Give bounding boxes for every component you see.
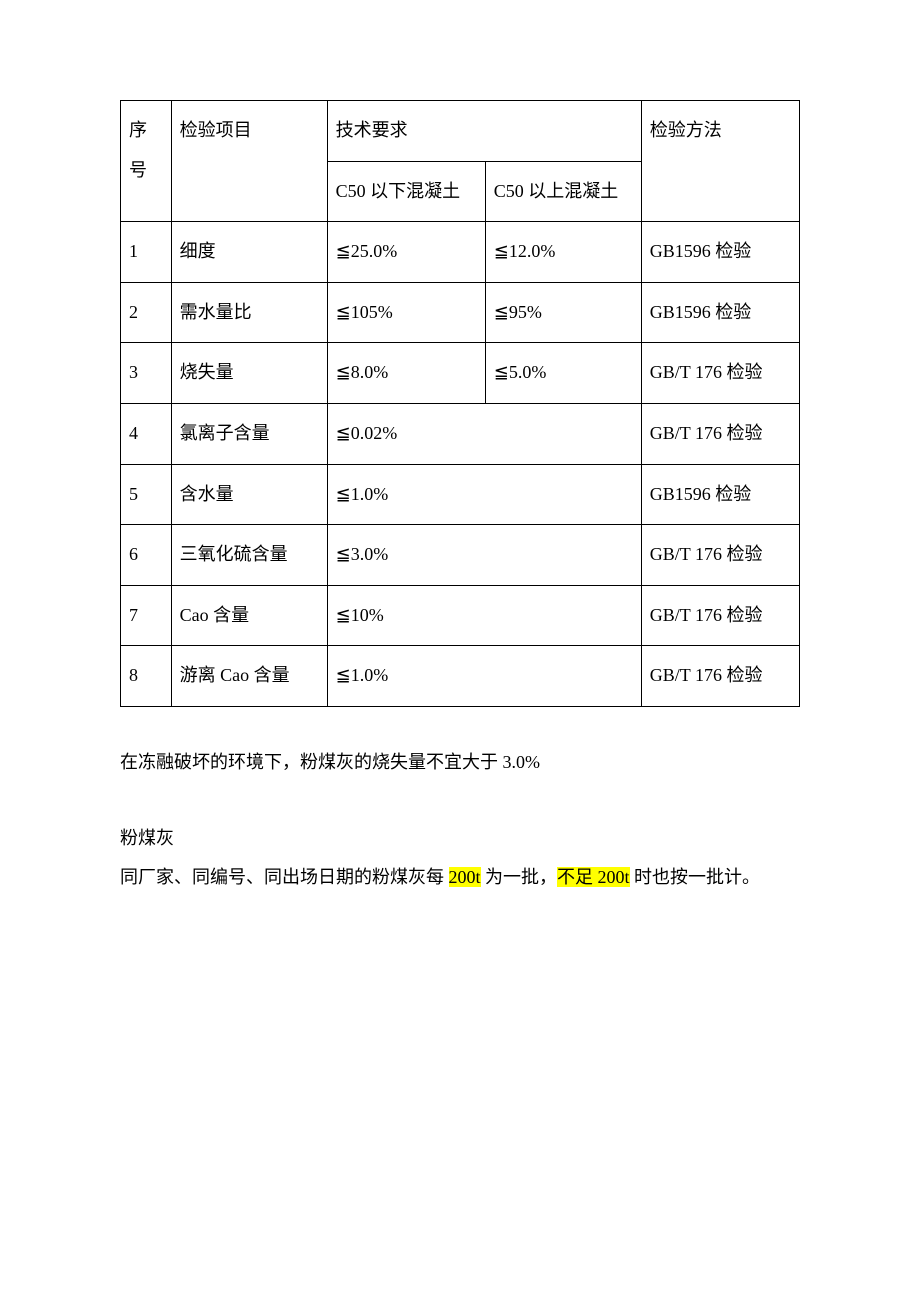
cell-seq: 1: [121, 222, 172, 283]
header-seq: 序号: [121, 101, 172, 222]
document-page: 序号 检验项目 技术要求 检验方法 C50 以下混凝土 C50 以上混凝土 1 …: [0, 0, 920, 958]
table-body: 序号 检验项目 技术要求 检验方法 C50 以下混凝土 C50 以上混凝土 1 …: [121, 101, 800, 707]
cell-item: 烧失量: [171, 343, 327, 404]
cell-item: 细度: [171, 222, 327, 283]
header-req: 技术要求: [327, 101, 641, 162]
cell-method: GB/T 176 检验: [641, 343, 799, 404]
table-row: 8 游离 Cao 含量 ≦1.0% GB/T 176 检验: [121, 646, 800, 707]
table-row: 2 需水量比 ≦105% ≦95% GB1596 检验: [121, 282, 800, 343]
cell-req-b: ≦95%: [485, 282, 641, 343]
cell-method: GB/T 176 检验: [641, 646, 799, 707]
note-paragraph-1: 在冻融破坏的环境下，粉煤灰的烧失量不宜大于 3.0%: [120, 743, 800, 783]
header-req-b: C50 以上混凝土: [485, 161, 641, 222]
cell-seq: 8: [121, 646, 172, 707]
cell-req-a: ≦105%: [327, 282, 485, 343]
cell-req-a: ≦25.0%: [327, 222, 485, 283]
note-p3-highlight-1: 200t: [449, 867, 481, 887]
cell-seq: 3: [121, 343, 172, 404]
cell-req-merged: ≦1.0%: [327, 464, 641, 525]
cell-seq: 5: [121, 464, 172, 525]
note-p3-text-b: 为一批，: [481, 867, 558, 887]
cell-method: GB/T 176 检验: [641, 403, 799, 464]
cell-req-merged: ≦1.0%: [327, 646, 641, 707]
cell-req-b: ≦12.0%: [485, 222, 641, 283]
cell-item: Cao 含量: [171, 585, 327, 646]
cell-req-merged: ≦10%: [327, 585, 641, 646]
cell-item: 三氧化硫含量: [171, 525, 327, 586]
cell-item: 氯离子含量: [171, 403, 327, 464]
note-p3-highlight-2: 不足 200t: [557, 867, 630, 887]
note-paragraph-2: 粉煤灰: [120, 819, 800, 859]
cell-item: 含水量: [171, 464, 327, 525]
header-method: 检验方法: [641, 101, 799, 222]
cell-req-a: ≦8.0%: [327, 343, 485, 404]
cell-req-merged: ≦3.0%: [327, 525, 641, 586]
table-row: 1 细度 ≦25.0% ≦12.0% GB1596 检验: [121, 222, 800, 283]
table-row: 6 三氧化硫含量 ≦3.0% GB/T 176 检验: [121, 525, 800, 586]
table-row: 3 烧失量 ≦8.0% ≦5.0% GB/T 176 检验: [121, 343, 800, 404]
cell-item: 需水量比: [171, 282, 327, 343]
table-header-row-1: 序号 检验项目 技术要求 检验方法: [121, 101, 800, 162]
note-p3-text-a: 同厂家、同编号、同出场日期的粉煤灰每: [120, 867, 449, 887]
note-paragraph-3: 同厂家、同编号、同出场日期的粉煤灰每 200t 为一批，不足 200t 时也按一…: [120, 858, 800, 898]
cell-method: GB1596 检验: [641, 464, 799, 525]
note-p3-text-c: 时也按一批计。: [630, 867, 761, 887]
cell-seq: 2: [121, 282, 172, 343]
table-row: 7 Cao 含量 ≦10% GB/T 176 检验: [121, 585, 800, 646]
cell-method: GB/T 176 检验: [641, 525, 799, 586]
table-row: 4 氯离子含量 ≦0.02% GB/T 176 检验: [121, 403, 800, 464]
cell-seq: 6: [121, 525, 172, 586]
cell-req-merged: ≦0.02%: [327, 403, 641, 464]
table-row: 5 含水量 ≦1.0% GB1596 检验: [121, 464, 800, 525]
header-req-a: C50 以下混凝土: [327, 161, 485, 222]
spec-table: 序号 检验项目 技术要求 检验方法 C50 以下混凝土 C50 以上混凝土 1 …: [120, 100, 800, 707]
cell-method: GB/T 176 检验: [641, 585, 799, 646]
cell-item: 游离 Cao 含量: [171, 646, 327, 707]
header-item: 检验项目: [171, 101, 327, 222]
cell-method: GB1596 检验: [641, 282, 799, 343]
cell-req-b: ≦5.0%: [485, 343, 641, 404]
cell-seq: 7: [121, 585, 172, 646]
cell-method: GB1596 检验: [641, 222, 799, 283]
cell-seq: 4: [121, 403, 172, 464]
